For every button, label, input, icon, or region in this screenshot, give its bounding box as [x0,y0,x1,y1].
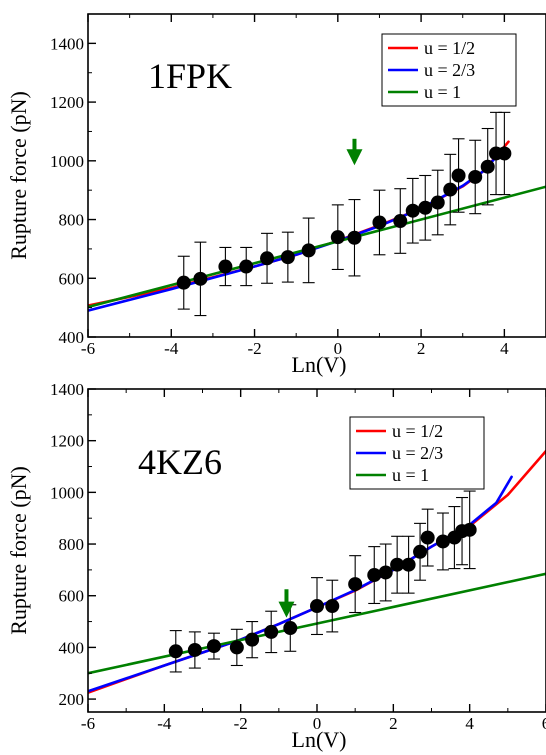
data-point [401,557,416,572]
y-axis-label: Rupture force (pN) [6,466,31,635]
x-tick-label: -2 [234,714,248,733]
data-point [229,640,244,655]
data-point [218,259,233,274]
y-tick-label: 400 [59,638,85,657]
x-tick-label: 2 [389,714,398,733]
data-point [168,644,183,659]
x-tick-label: -4 [157,714,172,733]
data-point [413,544,428,559]
y-tick-label: 800 [59,211,85,230]
y-tick-label: 1200 [50,93,84,112]
x-tick-label: -6 [81,339,95,358]
data-point [418,200,433,215]
data-points [176,111,512,317]
data-point [245,632,260,647]
chart-panel-1fpk: -6 -4 -2 0 2 4 400 600 800 1000 1200 1400 Ln(V) Ruptu… [6,13,546,377]
y-tick-label: 1000 [50,152,84,171]
axes-frame [87,13,546,338]
x-tick-label: 0 [313,714,322,733]
data-point [301,243,316,258]
y-tick-label: 800 [59,535,85,554]
arrow-head [346,149,363,166]
data-point [405,203,420,218]
data-point [468,169,483,184]
y-tick-label: 1400 [50,380,84,399]
x-tick-label: 4 [500,339,509,358]
series-line-u-1 [88,185,546,309]
legend-label: u = 2/3 [424,60,475,80]
y-tick-label: 600 [59,269,85,288]
data-point [393,214,408,229]
data-point [451,168,466,183]
data-point [378,565,393,580]
y-tick-label: 1000 [50,483,84,502]
data-point [435,534,450,549]
chart-panel-4kz6: -6 -4 -2 0 2 4 6 200 400 600 800 1000 1200 1400 Ln(V) R… [6,380,546,752]
y-tick-label: 1200 [50,432,84,451]
data-point [193,271,208,286]
y-tick-label: 600 [59,587,85,606]
data-point [497,146,512,161]
data-point [462,522,477,537]
x-tick-label: 4 [465,714,474,733]
x-tick-label: -4 [164,339,179,358]
x-tick-label: -2 [247,339,261,358]
legend-label: u = 1/2 [392,421,443,441]
legend: u = 1/2u = 2/3u = 1 [349,416,485,490]
data-point [310,599,324,614]
data-point [480,159,495,174]
y-tick-label: 400 [59,328,85,347]
x-axis-label: Ln(V) [292,352,347,377]
data-point [347,230,362,245]
data-points [168,490,477,673]
data-point [372,215,387,230]
data-point [206,639,221,654]
data-point [367,568,382,583]
data-point [239,259,254,274]
data-point [260,251,275,266]
data-point [283,621,298,636]
data-point [390,557,405,572]
data-point [176,275,191,290]
arrow-head [278,601,295,618]
x-tick-label: -6 [81,714,95,733]
data-point [330,230,345,245]
fit-curves [88,140,546,312]
x-axis-label: Ln(V) [292,727,347,752]
y-tick-label: 1400 [50,34,84,53]
y-axis-label: Rupture force (pN) [6,91,31,260]
data-point [187,642,202,657]
data-point [325,599,340,614]
data-point [430,195,445,210]
chart-title: 1FPK [148,56,232,96]
y-tick-label: 200 [59,690,85,709]
legend-label: u = 1 [424,82,461,102]
x-tick-label: 6 [542,714,546,733]
x-tick-label: 0 [334,339,343,358]
legend-label: u = 1/2 [424,38,475,58]
data-point [348,577,363,592]
chart-title: 4KZ6 [138,442,222,482]
data-point [443,182,458,197]
legend: u = 1/2u = 2/3u = 1 [381,33,517,107]
legend-label: u = 1 [392,465,429,485]
legend-label: u = 2/3 [392,443,443,463]
series-line-u-1-2 [88,140,510,307]
x-tick-label: 2 [417,339,426,358]
data-point [420,530,435,545]
data-point [264,624,279,639]
data-point [280,250,295,265]
series-line-u-2-3 [88,146,506,312]
